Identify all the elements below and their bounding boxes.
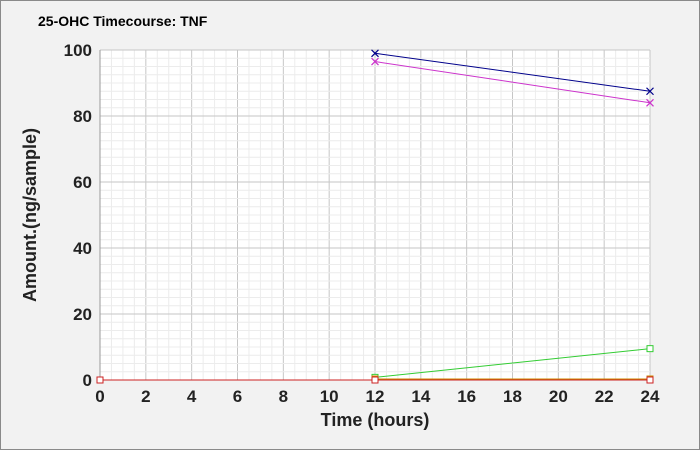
series-4 [96, 376, 654, 384]
x-tick-label: 10 [320, 387, 339, 406]
series-line [374, 61, 651, 104]
y-tick-label: 100 [64, 41, 92, 60]
series-1 [371, 57, 654, 107]
y-tick-label: 0 [83, 371, 92, 390]
y-tick-label: 40 [73, 239, 92, 258]
data-point [371, 57, 379, 66]
y-axis-title: Amount.(ng/sample) [20, 128, 40, 302]
y-tick-label: 80 [73, 107, 92, 126]
grid [99, 49, 651, 381]
chart-title: 25-OHC Timecourse: TNF [38, 13, 208, 29]
data-point [646, 87, 654, 96]
x-tick-label: 22 [595, 387, 614, 406]
y-tick-label: 60 [73, 173, 92, 192]
x-tick-label: 6 [233, 387, 242, 406]
data-point [646, 345, 654, 353]
data-point [96, 376, 104, 384]
x-tick-label: 12 [366, 387, 385, 406]
data-point [646, 376, 654, 384]
series-0 [371, 49, 654, 96]
x-tick-label: 14 [411, 387, 430, 406]
y-tick-label: 20 [73, 305, 92, 324]
series-line [374, 52, 651, 92]
x-tick-label: 20 [549, 387, 568, 406]
data-point-stroke [371, 57, 379, 66]
data-point [371, 376, 379, 384]
x-tick-label: 0 [95, 387, 104, 406]
x-tick-label: 2 [141, 387, 150, 406]
data-point-stroke [646, 98, 654, 107]
x-tick-label: 4 [187, 387, 197, 406]
x-tick-label: 24 [641, 387, 660, 406]
series-line [374, 348, 651, 378]
series-group [96, 49, 654, 384]
x-tick-label: 18 [503, 387, 522, 406]
data-point [646, 98, 654, 107]
data-point-stroke [371, 49, 379, 58]
x-axis-title: Time (hours) [321, 410, 430, 430]
data-point-stroke [646, 87, 654, 96]
x-tick-label: 16 [457, 387, 476, 406]
data-point [371, 49, 379, 58]
x-tick-label: 8 [279, 387, 288, 406]
